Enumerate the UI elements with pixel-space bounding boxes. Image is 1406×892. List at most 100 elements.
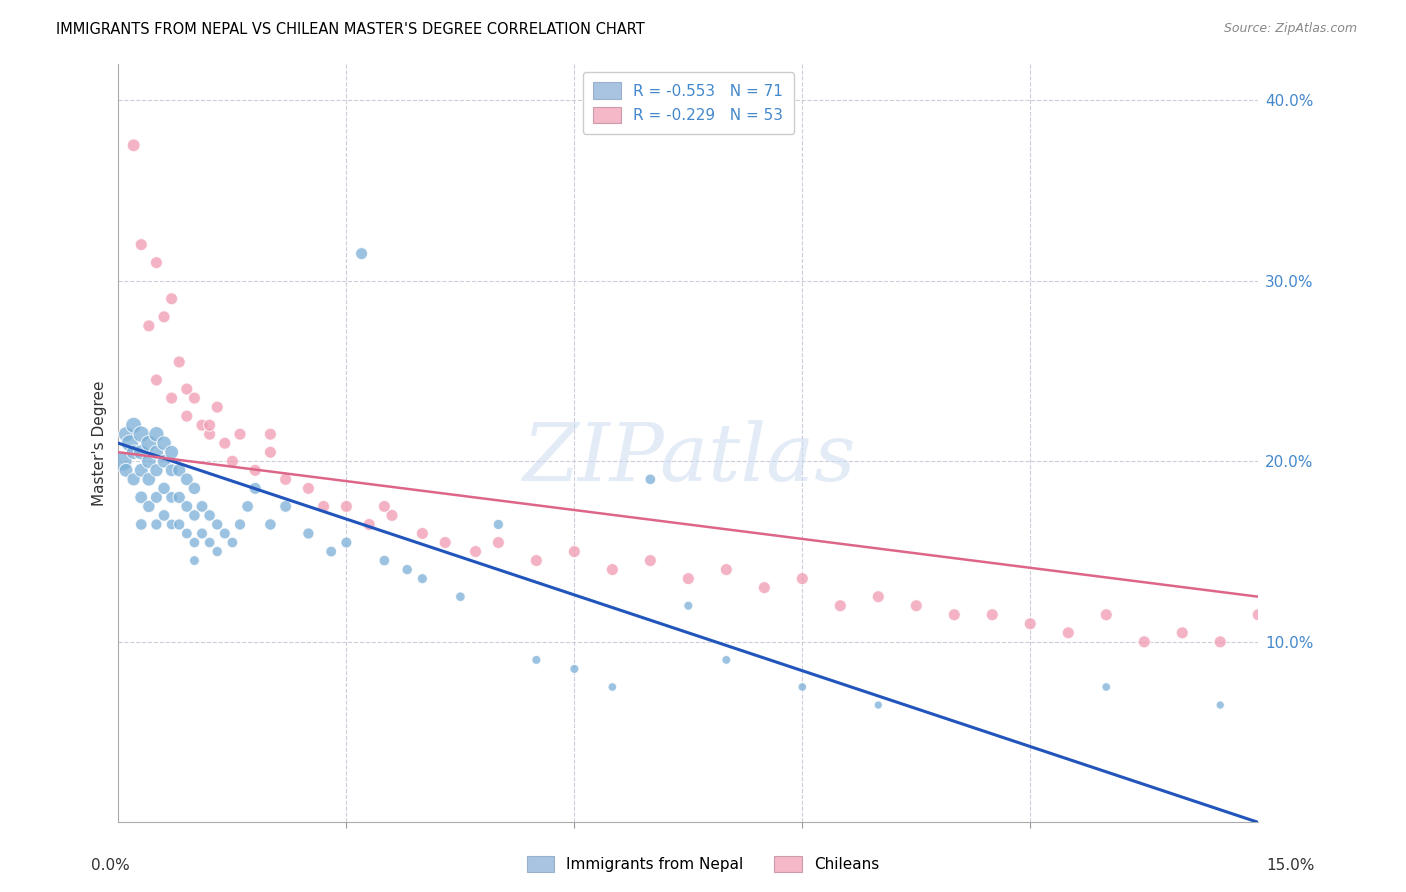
Point <box>434 535 457 549</box>
Point <box>153 481 176 495</box>
Point <box>191 526 214 541</box>
Point <box>1171 625 1194 640</box>
Point <box>145 427 167 442</box>
Point <box>1057 625 1080 640</box>
Point <box>138 318 160 333</box>
Point <box>486 535 509 549</box>
Point <box>943 607 966 622</box>
Point <box>1019 616 1042 631</box>
Point <box>1095 607 1118 622</box>
Point <box>396 563 419 577</box>
Point <box>176 526 198 541</box>
Point <box>160 445 183 459</box>
Point <box>183 553 205 567</box>
Point <box>640 472 662 486</box>
Point <box>981 607 1004 622</box>
Point <box>205 517 228 532</box>
Point <box>868 698 890 712</box>
Legend: R = -0.553   N = 71, R = -0.229   N = 53: R = -0.553 N = 71, R = -0.229 N = 53 <box>582 71 794 134</box>
Point <box>183 391 205 405</box>
Point <box>321 544 343 558</box>
Point <box>129 491 152 505</box>
Point <box>716 653 738 667</box>
Legend: Immigrants from Nepal, Chileans: Immigrants from Nepal, Chileans <box>519 848 887 880</box>
Point <box>716 563 738 577</box>
Point <box>167 463 190 477</box>
Point <box>868 590 890 604</box>
Point <box>115 463 138 477</box>
Point <box>122 445 145 459</box>
Point <box>145 255 167 269</box>
Point <box>122 472 145 486</box>
Point <box>602 563 624 577</box>
Point <box>138 454 160 468</box>
Point <box>373 500 395 514</box>
Point <box>115 427 138 442</box>
Point <box>259 427 281 442</box>
Point <box>138 436 160 450</box>
Point <box>274 500 297 514</box>
Point <box>1209 635 1232 649</box>
Point <box>167 355 190 369</box>
Point <box>359 517 381 532</box>
Point <box>830 599 852 613</box>
Point <box>153 436 176 450</box>
Point <box>138 472 160 486</box>
Point <box>205 544 228 558</box>
Point <box>160 292 183 306</box>
Point <box>297 526 319 541</box>
Text: 15.0%: 15.0% <box>1267 858 1315 872</box>
Point <box>176 382 198 396</box>
Text: Source: ZipAtlas.com: Source: ZipAtlas.com <box>1223 22 1357 36</box>
Point <box>754 581 776 595</box>
Point <box>564 544 586 558</box>
Point <box>129 445 152 459</box>
Point <box>602 680 624 694</box>
Point <box>145 491 167 505</box>
Point <box>449 590 471 604</box>
Point <box>191 418 214 433</box>
Point <box>259 517 281 532</box>
Point <box>1133 635 1156 649</box>
Point <box>640 553 662 567</box>
Point <box>153 454 176 468</box>
Point <box>524 553 547 567</box>
Point <box>464 544 486 558</box>
Point <box>111 454 134 468</box>
Point <box>167 491 190 505</box>
Point <box>129 517 152 532</box>
Point <box>236 500 259 514</box>
Point <box>122 138 145 153</box>
Point <box>176 409 198 424</box>
Point <box>381 508 404 523</box>
Point <box>153 508 176 523</box>
Point <box>138 500 160 514</box>
Point <box>183 535 205 549</box>
Point <box>297 481 319 495</box>
Point <box>373 553 395 567</box>
Point <box>160 517 183 532</box>
Point <box>274 472 297 486</box>
Point <box>176 472 198 486</box>
Point <box>145 445 167 459</box>
Text: IMMIGRANTS FROM NEPAL VS CHILEAN MASTER'S DEGREE CORRELATION CHART: IMMIGRANTS FROM NEPAL VS CHILEAN MASTER'… <box>56 22 645 37</box>
Point <box>221 454 243 468</box>
Point <box>411 572 433 586</box>
Point <box>183 508 205 523</box>
Point <box>129 237 152 252</box>
Point <box>335 500 357 514</box>
Text: 0.0%: 0.0% <box>91 858 131 872</box>
Point <box>198 427 221 442</box>
Point <box>145 463 167 477</box>
Point <box>229 427 252 442</box>
Point <box>122 418 145 433</box>
Point <box>214 436 236 450</box>
Point <box>350 246 373 260</box>
Point <box>129 427 152 442</box>
Point <box>411 526 433 541</box>
Point <box>221 535 243 549</box>
Text: ZIPatlas: ZIPatlas <box>522 419 855 497</box>
Point <box>176 500 198 514</box>
Point <box>198 418 221 433</box>
Point <box>145 517 167 532</box>
